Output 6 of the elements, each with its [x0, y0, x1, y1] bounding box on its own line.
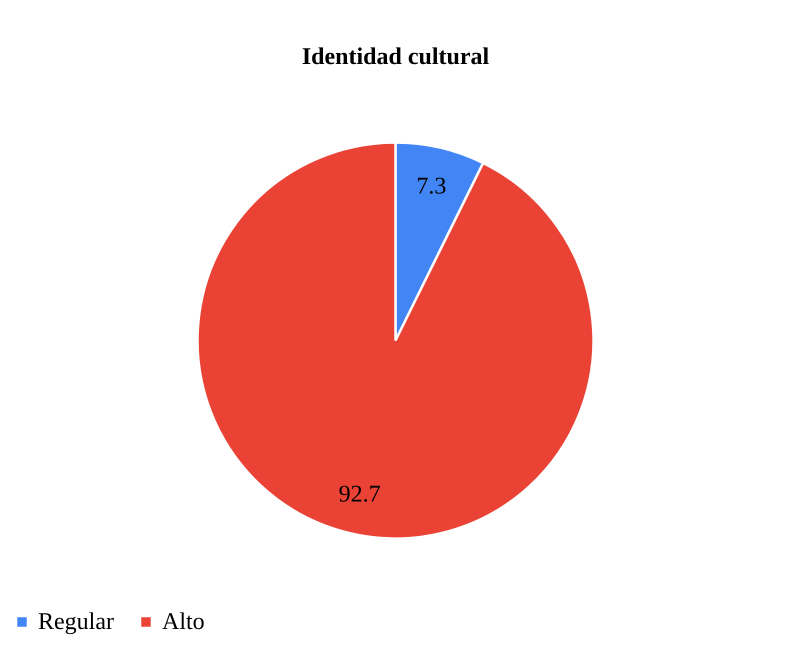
- data-label: 7.3: [416, 174, 446, 200]
- pie-slice: [196, 141, 594, 540]
- data-label: 92.7: [338, 481, 381, 508]
- legend-label: Alto: [162, 609, 205, 635]
- legend-label: Regular: [38, 609, 114, 635]
- chart-title: Identidad cultural: [302, 44, 490, 70]
